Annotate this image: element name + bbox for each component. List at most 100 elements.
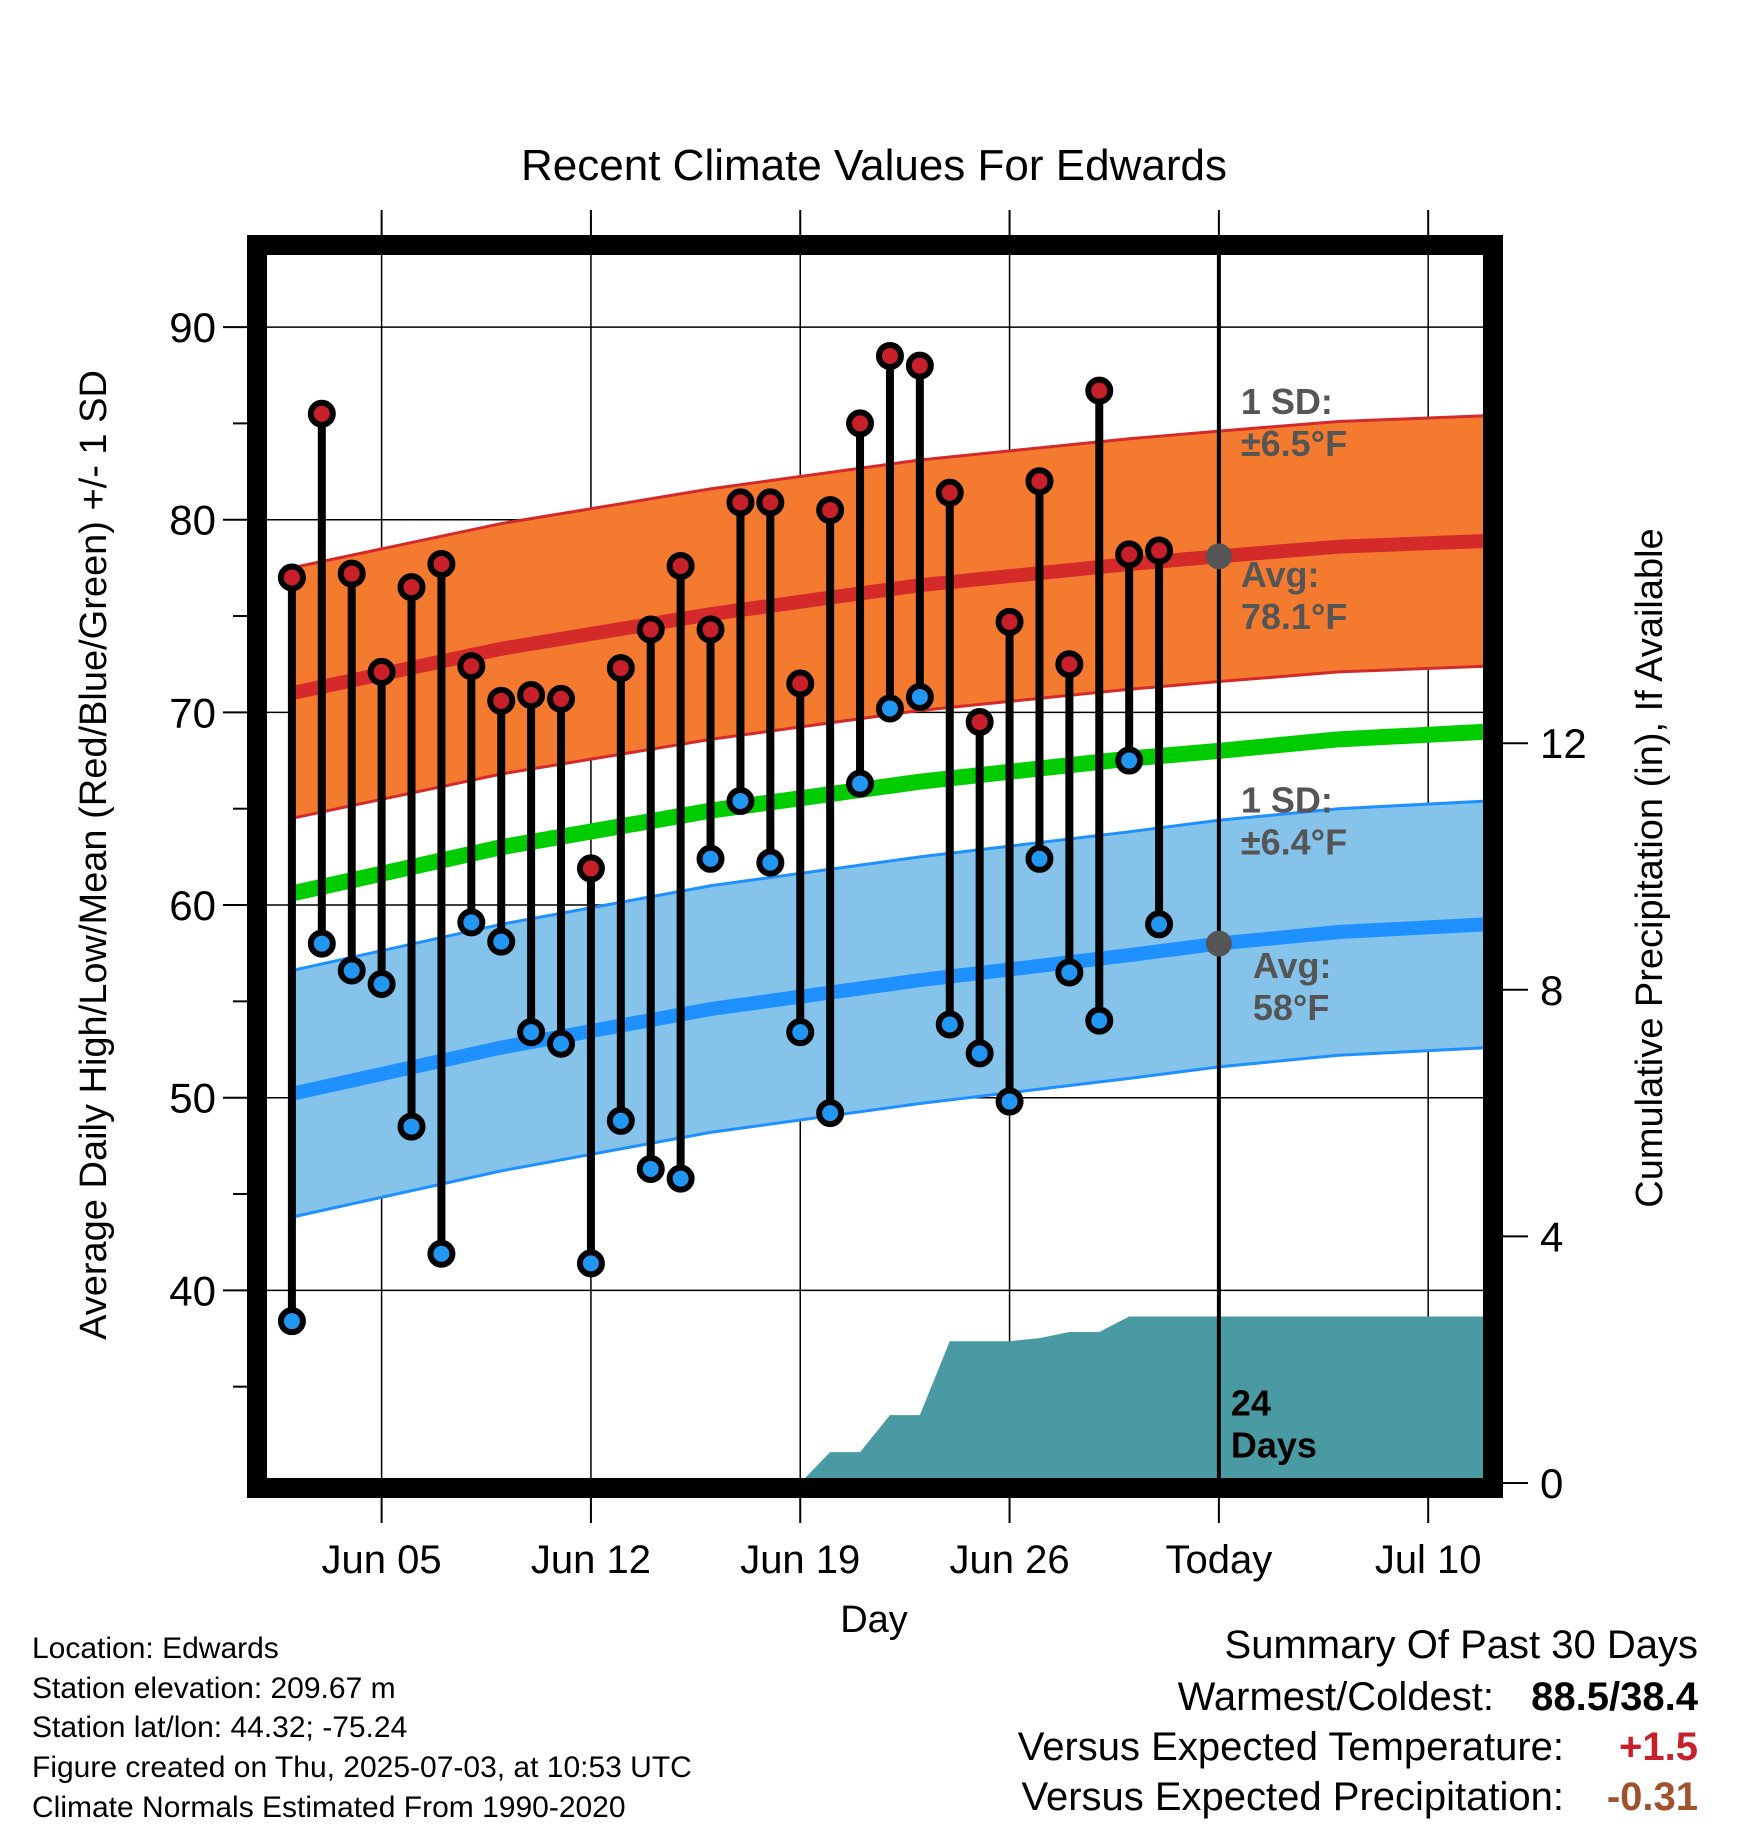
high-point <box>606 654 635 683</box>
low-point <box>367 970 396 999</box>
low-point <box>995 1087 1024 1116</box>
low-point <box>756 848 785 877</box>
low-point <box>576 1249 605 1278</box>
y-tick-label: 70 <box>169 689 216 736</box>
low-point <box>965 1039 994 1068</box>
footer-created: Figure created on Thu, 2025-07-03, at 10… <box>32 1751 692 1784</box>
low-point <box>666 1164 695 1193</box>
high-point <box>636 615 665 644</box>
high-point <box>1055 650 1084 679</box>
low-normal-upper-edge <box>291 799 1489 972</box>
annotation-low_avg-line2: 58°F <box>1253 987 1329 1028</box>
annotation-high_avg-line1: Avg: <box>1241 554 1320 595</box>
high-point <box>726 488 755 517</box>
low-point <box>457 908 486 937</box>
low-point <box>277 1307 306 1336</box>
high-point <box>666 551 695 580</box>
chart-text: Recent Climate Values For Edwards Day Av… <box>32 141 1699 1824</box>
high-point <box>1085 376 1114 405</box>
low-point <box>696 844 725 873</box>
low-point <box>816 1099 845 1128</box>
summary-panel: Summary Of Past 30 Days Warmest/Coldest:… <box>1018 1623 1699 1819</box>
footer-elevation: Station elevation: 209.67 m <box>32 1672 396 1705</box>
footer-location: Location: Edwards <box>32 1632 279 1665</box>
high-point <box>995 607 1024 636</box>
footer-latlon: Station lat/lon: 44.32; -75.24 <box>32 1711 407 1744</box>
x-tick-label: Jun 26 <box>950 1538 1070 1582</box>
plot-border <box>247 235 1503 1498</box>
high-point <box>846 409 875 438</box>
low-point <box>935 1010 964 1039</box>
annotation-days-line2: Days <box>1231 1425 1317 1466</box>
high-point <box>875 341 904 370</box>
high-point <box>397 573 426 602</box>
low-point <box>636 1154 665 1183</box>
y2-axis-label: Cumulative Precipitation (in), If Availa… <box>1629 528 1671 1207</box>
summary-title: Summary Of Past 30 Days <box>1225 1623 1698 1667</box>
high-point <box>427 550 456 579</box>
x-tick-label: Jun 05 <box>322 1538 442 1582</box>
annotation-high_sd-line1: 1 SD: <box>1241 381 1333 422</box>
precip-area <box>800 1316 1488 1483</box>
high-point <box>457 652 486 681</box>
low-point <box>517 1018 546 1047</box>
summary-precip-value: -0.31 <box>1607 1775 1698 1819</box>
high-point <box>307 399 336 428</box>
high-point <box>517 681 546 710</box>
y-tick-label: 80 <box>169 497 216 544</box>
y2-tick-label: 0 <box>1540 1460 1563 1507</box>
x-tick-label: Jun 19 <box>740 1538 860 1582</box>
high-normal-upper-edge <box>291 414 1489 570</box>
low-point <box>1145 910 1174 939</box>
low-point <box>846 769 875 798</box>
low-point <box>786 1018 815 1047</box>
low-point <box>1085 1006 1114 1035</box>
high-point <box>337 559 366 588</box>
high-point <box>756 488 785 517</box>
y-axis-label: Average Daily High/Low/Mean (Red/Blue/Gr… <box>73 370 115 1340</box>
y-tick-label: 50 <box>169 1075 216 1122</box>
annotation-high_avg-line2: 78.1°F <box>1241 596 1347 637</box>
y-tick-label: 90 <box>169 304 216 351</box>
high-point <box>547 684 576 713</box>
low-point <box>1115 746 1144 775</box>
footer-info: Location: Edwards Station elevation: 209… <box>32 1632 692 1824</box>
daily-range-bars <box>277 341 1174 1336</box>
low-point <box>726 786 755 815</box>
low-point <box>337 956 366 985</box>
high-point <box>367 657 396 686</box>
x-tick-label: Today <box>1166 1538 1273 1582</box>
high-point <box>816 496 845 525</box>
summary-temp-value: +1.5 <box>1619 1725 1698 1769</box>
high-point <box>487 686 516 715</box>
low-point <box>1055 958 1084 987</box>
high-point <box>786 669 815 698</box>
high-point <box>905 351 934 380</box>
avg-high-line <box>290 533 1489 700</box>
x-tick-label: Jul 10 <box>1375 1538 1482 1582</box>
low-point <box>427 1239 456 1268</box>
y2-tick-label: 8 <box>1540 967 1563 1014</box>
annotation-low_sd-line1: 1 SD: <box>1241 780 1333 821</box>
plot-frame <box>247 235 1503 1498</box>
annotation-high_sd-line2: ±6.5°F <box>1241 423 1347 464</box>
low-point <box>905 682 934 711</box>
high-point <box>576 854 605 883</box>
footer-normals: Climate Normals Estimated From 1990-2020 <box>32 1791 626 1824</box>
annotation-days-line1: 24 <box>1231 1383 1271 1424</box>
x-axis-label: Day <box>840 1599 908 1641</box>
summary-precip-label: Versus Expected Precipitation: <box>1021 1775 1564 1819</box>
annotation-low_sd-line2: ±6.4°F <box>1241 822 1347 863</box>
precip-area-group <box>800 1316 1488 1483</box>
low-point <box>875 694 904 723</box>
high-point <box>1115 540 1144 569</box>
summary-temp-label: Versus Expected Temperature: <box>1018 1725 1564 1769</box>
low-point <box>1025 844 1054 873</box>
avg-mean-line <box>290 723 1489 902</box>
today-avg-low-point <box>1205 930 1232 957</box>
low-point <box>606 1106 635 1135</box>
high-normal-lower-edge <box>291 664 1489 820</box>
today-avg-high-point <box>1205 543 1232 570</box>
